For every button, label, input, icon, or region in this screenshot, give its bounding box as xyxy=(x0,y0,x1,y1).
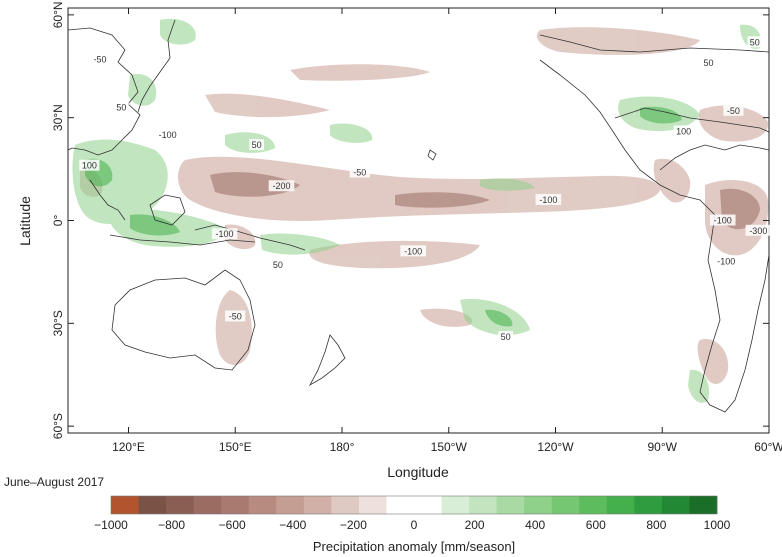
contour-label-bg xyxy=(400,245,426,257)
contour-label-bg xyxy=(349,166,370,178)
colorbar-swatch xyxy=(551,496,580,514)
contour-label-bg xyxy=(249,139,264,151)
contour-label: -50 xyxy=(727,106,740,116)
contour-label-bg xyxy=(79,159,100,171)
contour-label-bg xyxy=(535,193,562,205)
colorbar-swatch xyxy=(524,496,553,514)
y-tick-label: 60°S xyxy=(51,413,65,439)
colorbar-swatch xyxy=(221,496,250,514)
y-axis-title: Latitude xyxy=(17,196,33,246)
y-tick-label: 0° xyxy=(51,215,65,227)
colorbar-tick-label: 800 xyxy=(646,518,666,532)
colorbar-swatch xyxy=(414,496,442,514)
contour-label-bg xyxy=(113,101,129,113)
colorbar-tick-label: −400 xyxy=(279,518,306,532)
colorbar-swatch xyxy=(248,496,277,514)
contour-label: -300 xyxy=(749,226,767,236)
x-tick-label: 90°W xyxy=(648,440,678,454)
contour-label: -50 xyxy=(229,311,242,321)
colorbar-swatch xyxy=(579,496,608,514)
contour-label: -100 xyxy=(216,229,234,239)
x-tick-label: 120°E xyxy=(112,440,145,454)
colorbar-tick-label: −1000 xyxy=(94,518,128,532)
x-tick-label: 60°W xyxy=(754,440,782,454)
contour-label-bg xyxy=(673,125,694,137)
colorbar-swatch xyxy=(193,496,222,514)
contour-label: 100 xyxy=(676,126,691,136)
contour-label: -100 xyxy=(159,130,177,140)
contour-label-bg xyxy=(498,331,514,343)
y-axis: 60°N 30°N 0° 30°S 60°S xyxy=(51,1,769,439)
colorbar-swatch xyxy=(166,496,195,514)
colorbar-swatch xyxy=(276,496,305,514)
contour-label-bg xyxy=(713,255,740,267)
contour-label-bg xyxy=(225,310,246,322)
y-tick-label: 30°S xyxy=(51,310,65,336)
colorbar-swatch xyxy=(331,496,360,514)
colorbar-swatch xyxy=(441,496,470,514)
contour-labels: -50 50 100 -100 50 -200 -50 -100 50 -100 -100 -50 50… xyxy=(79,36,772,343)
colorbar-swatch xyxy=(496,496,525,514)
colorbar-swatch xyxy=(303,496,332,514)
contour-label: -100 xyxy=(714,216,732,226)
contour-label: 50 xyxy=(273,260,283,270)
colorbar-tick-label: 200 xyxy=(465,518,485,532)
contour-label: -200 xyxy=(272,181,290,191)
colorbar-tick-label: −600 xyxy=(219,518,246,532)
colorbar-tick-label: −200 xyxy=(340,518,367,532)
contour-label-bg xyxy=(745,224,772,236)
x-tick-label: 150°E xyxy=(219,440,252,454)
y-tick-label: 60°N xyxy=(51,1,65,28)
x-tick-label: 180° xyxy=(330,440,355,454)
x-axis: 120°E 150°E 180° 150°W 120°W 90°W 60°W xyxy=(112,8,782,454)
colorbar: −1000 −800 −600 −400 −200 0 200 400 600 800 1000 xyxy=(94,495,731,532)
map-field xyxy=(68,18,769,413)
contour-label: 50 xyxy=(750,37,760,47)
contour-label: -100 xyxy=(404,246,422,256)
contour-label: 50 xyxy=(252,140,262,150)
contour-label: -50 xyxy=(94,54,107,64)
y-tick-label: 30°N xyxy=(51,104,65,131)
colorbar-swatch xyxy=(111,496,139,514)
colorbar-tick-label: 1000 xyxy=(704,518,731,532)
contour-label: -50 xyxy=(353,168,366,178)
colorbar-tick-label: 0 xyxy=(411,518,418,532)
x-axis-title: Longitude xyxy=(387,464,449,480)
contour-label-bg xyxy=(268,180,295,192)
colorbar-swatch xyxy=(386,496,415,514)
colorbar-frame xyxy=(110,495,718,515)
contour-label-bg xyxy=(89,53,111,65)
contour-label: -100 xyxy=(539,195,557,205)
coastlines xyxy=(68,19,769,413)
colorbar-tick-label: −800 xyxy=(158,518,185,532)
colorbar-swatch xyxy=(469,496,498,514)
contour-label: 50 xyxy=(703,58,713,68)
colorbar-swatch xyxy=(606,496,635,514)
colorbar-swatch xyxy=(358,496,387,514)
colorbar-swatch xyxy=(634,496,663,514)
x-tick-label: 120°W xyxy=(537,440,574,454)
contour-label-bg xyxy=(701,56,716,68)
colorbar-tick-label: 600 xyxy=(586,518,606,532)
contour-label-bg xyxy=(211,228,238,240)
colorbar-swatch xyxy=(138,496,167,514)
x-tick-label: 150°W xyxy=(431,440,468,454)
contour-label-bg xyxy=(723,104,744,116)
colorbar-swatch xyxy=(661,496,690,514)
contour-label-bg xyxy=(154,128,181,140)
colorbar-swatch xyxy=(689,496,718,514)
contour-label-bg xyxy=(709,214,736,226)
contour-label: 50 xyxy=(501,332,511,342)
colorbar-tick-label: 400 xyxy=(525,518,545,532)
contour-label: 100 xyxy=(82,161,97,171)
contour-label: 50 xyxy=(116,102,126,112)
contour-label-bg xyxy=(747,36,763,48)
contour-label-bg xyxy=(270,259,286,271)
contour-label: -100 xyxy=(717,257,735,267)
period-label: June–August 2017 xyxy=(4,475,105,489)
colorbar-title: Precipitation anomaly [mm/season] xyxy=(313,539,515,554)
dry-anomaly-cores xyxy=(210,172,760,230)
